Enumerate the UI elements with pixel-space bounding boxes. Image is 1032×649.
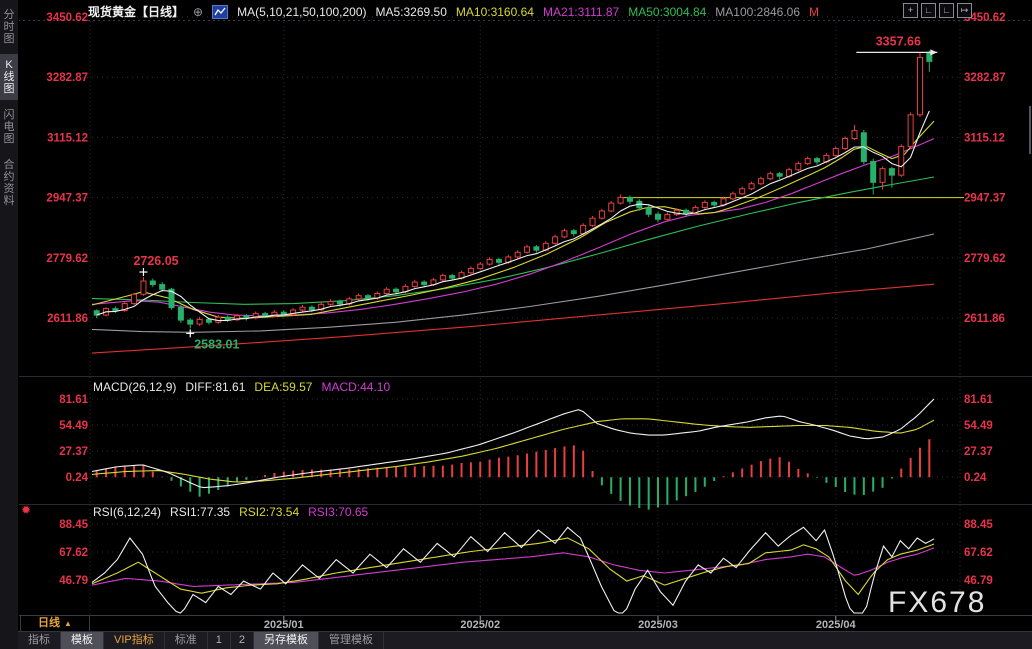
ma21-value: MA21:3111.87 — [542, 4, 620, 19]
svg-text:2583.01: 2583.01 — [194, 337, 239, 351]
toolbar-item-standard[interactable]: 标准 — [165, 632, 208, 649]
svg-text:2779.62: 2779.62 — [964, 253, 1006, 265]
sidebar-tab-timeshare[interactable]: 分时图 — [3, 9, 15, 45]
macd-params-label: MACD(26,12,9) — [93, 380, 177, 394]
svg-text:67.62: 67.62 — [964, 547, 993, 559]
macd-hist-value: MACD:44.10 — [321, 380, 391, 394]
sidebar-tab-kline[interactable]: K线图 — [0, 54, 18, 100]
svg-text:0.24: 0.24 — [66, 472, 89, 484]
ma10-value: MA10:3160.64 — [455, 4, 534, 19]
chart-toolbar-icons: + ∟ ∟ ↦ — [903, 3, 972, 18]
svg-text:3450.62: 3450.62 — [964, 12, 1006, 24]
svg-text:2779.62: 2779.62 — [46, 253, 88, 265]
svg-text:3282.87: 3282.87 — [46, 72, 88, 84]
toolbar-item-save-template[interactable]: 另存模板 — [253, 632, 319, 649]
ma50-value: MA50:3004.84 — [628, 4, 707, 19]
bottom-toolbar: 指标 模板 VIP指标 标准 1 2 另存模板 管理模板 — [18, 631, 1032, 649]
svg-text:2726.05: 2726.05 — [133, 254, 178, 268]
svg-text:88.45: 88.45 — [59, 519, 88, 531]
rsi3-value: RSI3:70.65 — [308, 505, 369, 519]
toolbar-item-indicators[interactable]: 指标 — [18, 632, 61, 649]
expand-icon[interactable]: ⊕ — [193, 4, 204, 19]
period-label: 日线 — [38, 617, 61, 629]
macd-panel-header: MACD(26,12,9) DIFF:81.61 DEA:59.57 MACD:… — [93, 380, 390, 394]
ma200-value-partial: M — [809, 4, 820, 19]
toolbar-item-manage-templates[interactable]: 管理模板 — [319, 632, 384, 649]
svg-text:3450.62: 3450.62 — [46, 12, 88, 24]
svg-text:27.37: 27.37 — [964, 446, 993, 458]
chart-header: 现货黄金【日线】 ⊕ MA(5,10,21,50,100,200) MA5:32… — [88, 3, 819, 20]
watermark: FX678 — [888, 586, 987, 619]
sidebar-tab-contract-info[interactable]: 合约资料 — [3, 159, 15, 207]
macd-diff-value: DIFF:81.61 — [185, 380, 246, 394]
svg-text:0.24: 0.24 — [964, 472, 987, 484]
ma5-value: MA5:3269.50 — [375, 4, 447, 19]
rsi-params-label: RSI(6,12,24) — [93, 505, 162, 519]
ma100-value: MA100:2846.06 — [715, 4, 801, 19]
rsi-panel-header: RSI(6,12,24) RSI1:77.35 RSI2:73.54 RSI3:… — [93, 505, 368, 519]
svg-text:27.37: 27.37 — [59, 446, 88, 458]
chart-canvas[interactable]: 2025/01 2025/02 2025/03 2025/04 3450.62 3450.… — [18, 0, 1032, 632]
x-axis-scale-icon[interactable]: ∟ — [939, 3, 954, 18]
svg-text:81.61: 81.61 — [964, 394, 993, 406]
svg-text:46.79: 46.79 — [59, 575, 88, 587]
period-selector[interactable]: 日线 ▲ — [20, 616, 90, 631]
svg-text:81.61: 81.61 — [59, 394, 88, 406]
y-axis-scale-icon[interactable]: ∟ — [921, 3, 936, 18]
rsi1-value: RSI1:77.35 — [170, 505, 231, 519]
svg-text:67.62: 67.62 — [59, 547, 88, 559]
shift-chart-icon[interactable]: ↦ — [957, 3, 972, 18]
indicator-marker-icon[interactable]: ✹ — [21, 503, 32, 517]
ma-group-label: MA(5,10,21,50,100,200) — [237, 4, 367, 19]
macd-dea-value: DEA:59.57 — [254, 380, 313, 394]
svg-text:3115.12: 3115.12 — [964, 132, 1005, 144]
svg-text:2947.37: 2947.37 — [46, 193, 88, 205]
svg-text:54.49: 54.49 — [59, 420, 88, 432]
svg-text:88.45: 88.45 — [964, 519, 993, 531]
toolbar-item-vip-indicators[interactable]: VIP指标 — [104, 632, 165, 649]
crosshair-icon[interactable]: + — [903, 3, 918, 18]
symbol-title: 现货黄金【日线】 — [88, 5, 185, 19]
svg-text:3115.12: 3115.12 — [47, 132, 88, 144]
svg-text:2025/03: 2025/03 — [638, 619, 678, 631]
svg-text:2025/01: 2025/01 — [264, 619, 304, 631]
svg-text:2025/04: 2025/04 — [816, 619, 857, 631]
svg-text:3357.66: 3357.66 — [876, 34, 921, 48]
svg-text:2611.86: 2611.86 — [47, 313, 88, 325]
scrollbar[interactable] — [1029, 106, 1031, 154]
svg-text:2947.37: 2947.37 — [964, 193, 1006, 205]
svg-text:3282.87: 3282.87 — [964, 72, 1006, 84]
rsi2-value: RSI2:73.54 — [239, 505, 300, 519]
indicator-chart-icon[interactable] — [212, 4, 229, 19]
svg-text:54.49: 54.49 — [964, 420, 993, 432]
toolbar-item-templates[interactable]: 模板 — [61, 632, 104, 649]
toolbar-item-slot-2[interactable]: 2 — [231, 632, 254, 649]
toolbar-item-slot-1[interactable]: 1 — [208, 632, 231, 649]
svg-text:2025/02: 2025/02 — [460, 619, 500, 631]
sidebar-tab-lightning[interactable]: 闪电图 — [3, 109, 15, 145]
svg-text:46.79: 46.79 — [964, 575, 993, 587]
chevron-up-icon: ▲ — [64, 619, 72, 628]
chart-type-sidebar: 分时图 K线图 闪电图 合约资料 — [0, 0, 19, 649]
svg-text:2611.86: 2611.86 — [964, 313, 1005, 325]
